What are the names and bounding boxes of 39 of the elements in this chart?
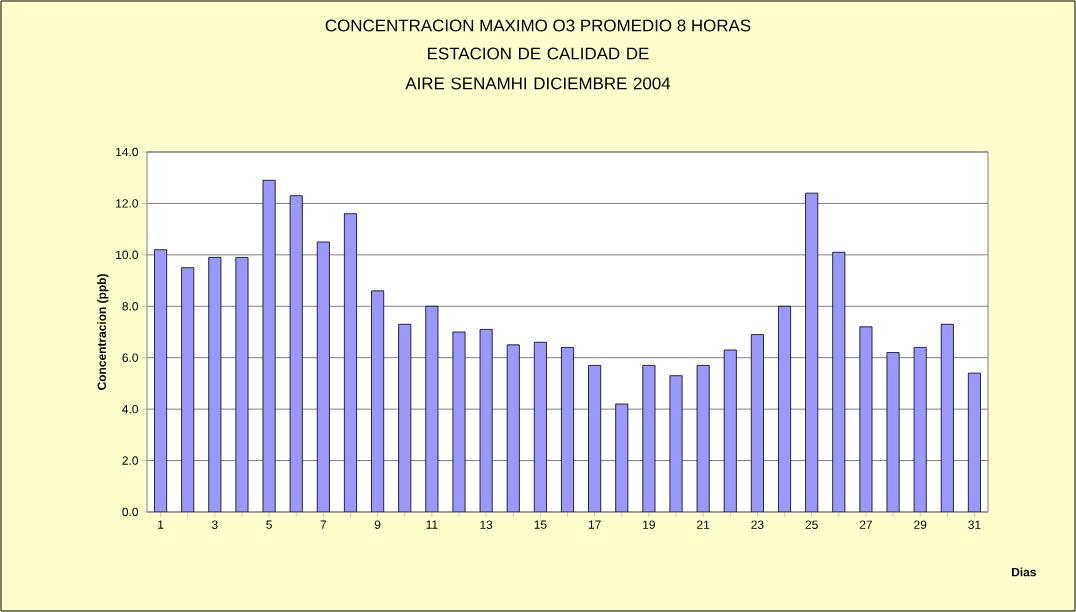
y-tick-label: 14.0: [116, 147, 139, 157]
bar: [371, 290, 385, 512]
y-tick-label: 12.0: [116, 199, 139, 208]
bar: [805, 192, 819, 512]
chart-subtitle: ESTACION DE CALIDAD DE AIRE SENAMHI DICIEMBRE 2004: [405, 47, 671, 90]
x-tick-label: 7: [320, 520, 327, 529]
bar: [859, 326, 873, 512]
x-tick-label: 1: [158, 520, 164, 529]
x-tick-label: 11: [426, 520, 438, 529]
x-tick-label: 27: [859, 520, 872, 529]
y-axis-title: Concentracion (ppb): [97, 274, 109, 390]
bar: [343, 213, 357, 512]
bar: [289, 195, 303, 512]
bar: [154, 249, 168, 512]
x-tick-label: 15: [534, 520, 547, 529]
x-tick-label: 5: [266, 520, 272, 529]
y-tick-label: 6.0: [122, 353, 139, 362]
bar: [262, 179, 276, 512]
chart-title: CONCENTRACION MAXIMO O3 PROMEDIO 8 HORAS: [325, 19, 751, 32]
x-tick-label: 31: [968, 520, 981, 529]
x-tick-label: 23: [751, 520, 764, 529]
x-tick-label: 29: [914, 520, 927, 529]
bar: [208, 257, 222, 512]
x-axis-title: Dias: [1012, 567, 1036, 577]
y-tick-label: 8.0: [122, 302, 139, 311]
x-tick-label: 9: [374, 520, 381, 529]
y-tick-label: 2.0: [122, 456, 139, 465]
y-tick-label: 0.0: [122, 507, 139, 517]
bar: [506, 344, 520, 512]
x-tick-label: 13: [480, 520, 493, 529]
bar: [832, 251, 846, 512]
x-tick-label: 17: [588, 520, 601, 529]
x-tick-label: 19: [643, 520, 655, 529]
x-tick-label: 21: [697, 520, 710, 529]
x-tick-label: 3: [211, 520, 218, 529]
x-tick-label: 25: [805, 520, 818, 529]
y-tick-label: 10.0: [116, 250, 139, 260]
bar: [181, 267, 195, 512]
y-tick-label: 4.0: [122, 404, 139, 414]
